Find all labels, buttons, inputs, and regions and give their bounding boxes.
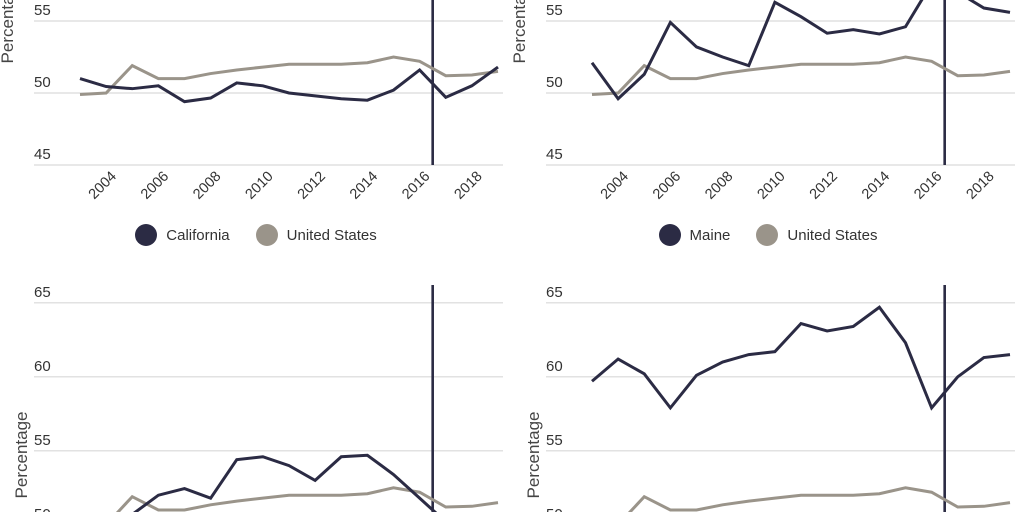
y-tick-label: 60 <box>34 358 51 375</box>
y-tick-label: 50 <box>546 506 563 512</box>
state-line <box>133 453 438 512</box>
y-tick-label: 65 <box>34 284 51 301</box>
x-tick-label: 2006 <box>138 169 172 203</box>
legend-dot-icon <box>135 224 158 246</box>
y-tick-label: 50 <box>34 506 51 512</box>
y-tick-label: 45 <box>546 146 563 163</box>
x-tick-label: 2016 <box>911 169 945 203</box>
legend-dot-icon <box>756 224 779 246</box>
legend-item-california: California <box>135 224 230 246</box>
percentage-axis-label: Percentage <box>524 412 543 499</box>
x-tick-label: 2014 <box>859 169 893 203</box>
united-states-line <box>115 486 499 512</box>
x-tick-label: 2014 <box>347 169 381 203</box>
chart-top-right: 45 50 55 Percentage 2004 2006 2008 2010 2012 2014… <box>510 0 1015 203</box>
x-tick-label: 2018 <box>964 169 998 203</box>
chart-top-left: 45 50 55 Percentage 2004 2006 2008 2010 2012 2014… <box>0 0 503 203</box>
state-line <box>591 305 1011 411</box>
y-tick-label: 50 <box>546 74 563 91</box>
legend-top-left: California United States <box>0 224 512 246</box>
legend-label: United States <box>787 226 878 244</box>
united-states-line <box>591 55 1011 96</box>
legend-dot-icon <box>255 224 278 246</box>
x-tick-label: 2018 <box>452 169 486 203</box>
x-tick-label: 2008 <box>702 169 736 203</box>
legend-item-united-states: United States <box>255 224 377 246</box>
y-tick-label: 65 <box>546 284 563 301</box>
x-tick-label: 2016 <box>399 169 433 203</box>
percentage-axis-label: Percentage <box>12 412 31 499</box>
x-tick-label: 2012 <box>807 169 841 203</box>
legend-item-maine: Maine <box>658 224 731 246</box>
legend-label: United States <box>286 226 377 244</box>
y-tick-label: 55 <box>34 2 51 19</box>
x-tick-label: 2010 <box>243 169 277 203</box>
x-tick-label: 2008 <box>190 169 224 203</box>
y-tick-label: 55 <box>546 2 563 19</box>
y-tick-label: 45 <box>34 146 51 163</box>
percentage-axis-label: Percentage <box>510 0 529 63</box>
chart-bottom-right: 50 55 60 65 Percentage <box>524 284 1015 512</box>
legend-top-right: Maine United States <box>512 224 1024 246</box>
maine-line <box>590 0 1011 102</box>
y-tick-label: 50 <box>34 74 51 91</box>
x-tick-label: 2004 <box>598 169 632 203</box>
united-states-line <box>79 55 499 96</box>
california-line <box>79 65 499 104</box>
x-tick-label: 2010 <box>755 169 789 203</box>
y-tick-label: 60 <box>546 358 563 375</box>
legend-label: California <box>166 226 230 244</box>
chart-bottom-left: 50 55 60 65 Percentage <box>12 284 503 512</box>
x-tick-label: 2004 <box>86 169 120 203</box>
x-tick-label: 2006 <box>650 169 684 203</box>
legend-label: Maine <box>689 226 731 244</box>
legend-item-united-states: United States <box>756 224 877 246</box>
percentage-axis-label: Percentage <box>0 0 17 63</box>
y-tick-label: 55 <box>34 432 51 449</box>
legend-dot-icon <box>658 224 681 246</box>
x-tick-label: 2012 <box>295 169 329 203</box>
y-tick-label: 55 <box>546 432 563 449</box>
united-states-line <box>627 486 1011 512</box>
